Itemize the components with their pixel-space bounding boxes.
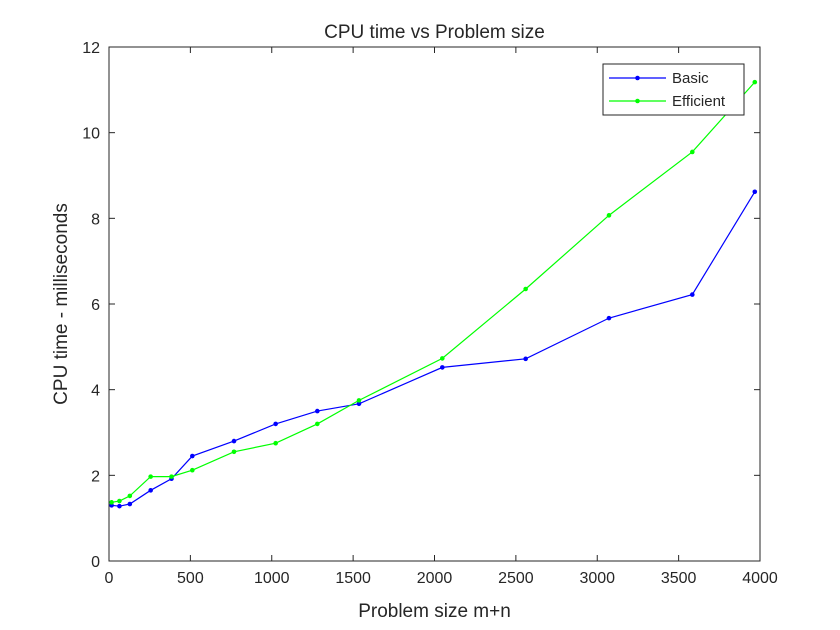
y-tick-label: 8 xyxy=(91,211,100,228)
y-tick-label: 0 xyxy=(91,554,100,571)
data-point-efficient xyxy=(440,356,445,361)
x-tick-label: 2500 xyxy=(498,570,534,587)
data-point-efficient xyxy=(231,449,237,455)
y-axis-label: CPU time - milliseconds xyxy=(51,203,72,405)
data-point-efficient xyxy=(523,286,528,292)
series-layer xyxy=(109,79,758,509)
legend: Basic Efficient xyxy=(602,63,745,116)
plot-area xyxy=(109,47,760,561)
data-point-basic xyxy=(356,401,362,407)
x-tick-label: 3500 xyxy=(661,570,697,587)
x-tick-label: 3000 xyxy=(579,570,615,587)
x-axis-label: Problem size m+n xyxy=(358,601,511,622)
data-point-efficient xyxy=(117,498,122,504)
data-point-basic xyxy=(752,189,758,195)
legend-marker-efficient xyxy=(635,98,640,104)
x-tick-label: 1500 xyxy=(335,570,371,587)
data-point-basic xyxy=(606,315,612,321)
legend-marker-basic xyxy=(635,75,640,81)
y-tick-label: 4 xyxy=(91,383,100,400)
data-point-efficient xyxy=(148,474,153,479)
data-point-efficient xyxy=(190,467,195,473)
data-point-efficient xyxy=(127,493,133,499)
data-point-basic xyxy=(148,488,153,493)
y-tick-label: 10 xyxy=(82,126,100,143)
x-tick-label: 500 xyxy=(177,570,204,587)
data-point-efficient xyxy=(689,149,695,155)
data-point-basic xyxy=(190,453,195,459)
legend-label-efficient: Efficient xyxy=(672,93,726,110)
data-point-basic xyxy=(273,421,278,427)
data-point-basic xyxy=(440,365,445,370)
y-tick-label: 2 xyxy=(91,468,100,485)
data-point-efficient xyxy=(169,474,174,479)
data-point-efficient xyxy=(315,421,320,427)
data-point-basic xyxy=(117,503,122,509)
data-point-efficient xyxy=(273,440,278,446)
data-point-efficient xyxy=(109,500,114,505)
data-point-basic xyxy=(523,356,528,362)
y-tick-label: 12 xyxy=(82,40,100,57)
data-point-efficient xyxy=(752,79,758,85)
x-tick-label: 1000 xyxy=(254,570,290,587)
data-point-basic xyxy=(231,438,237,444)
data-point-basic xyxy=(315,408,320,414)
x-tick-label: 4000 xyxy=(742,570,778,587)
legend-box xyxy=(602,63,745,116)
data-point-efficient xyxy=(356,398,362,403)
data-point-basic xyxy=(127,501,133,507)
chart-title: CPU time vs Problem size xyxy=(324,22,545,43)
ticks-layer: 0 500 1000 1500 2000 2500 3000 3500 4000 0 2 4 6 8 10 1… xyxy=(82,40,778,587)
y-tick-label: 6 xyxy=(91,297,100,314)
x-tick-label: 2000 xyxy=(417,570,453,587)
x-tick-label: 0 xyxy=(105,570,114,587)
data-point-basic xyxy=(689,292,695,297)
legend-label-basic: Basic xyxy=(672,70,709,87)
data-point-efficient xyxy=(606,213,612,218)
